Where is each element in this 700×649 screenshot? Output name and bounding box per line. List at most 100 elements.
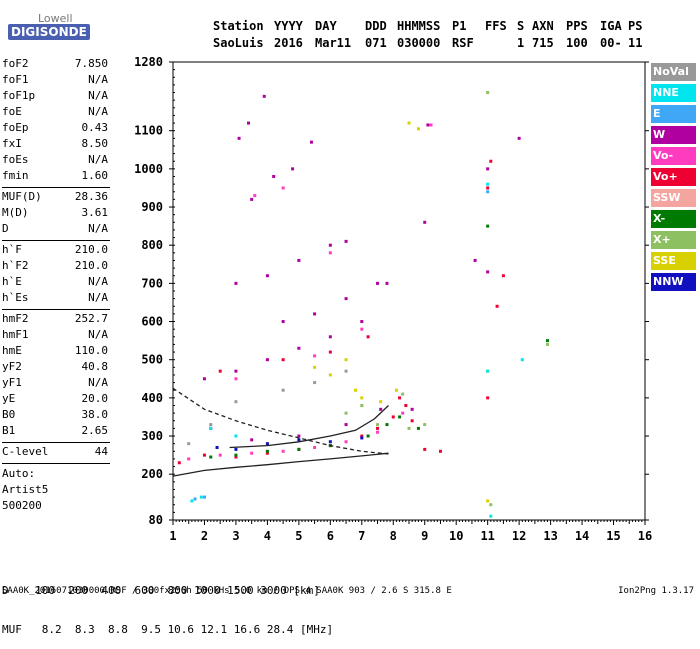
- y-tick-label: 500: [141, 353, 163, 367]
- param-name: B1: [2, 424, 16, 437]
- param-row: hmF2 252.7: [2, 312, 108, 328]
- param-name: fmin: [2, 169, 29, 182]
- legend-item: NoVal: [651, 63, 696, 81]
- param-value: 8.50: [81, 137, 109, 150]
- echo-point: [401, 392, 405, 396]
- y-tick-label: 1100: [134, 124, 163, 138]
- y-tick-label: 200: [141, 467, 163, 481]
- echo-point: [281, 388, 285, 392]
- header-value: SaoLuis: [213, 36, 264, 50]
- echo-point: [360, 320, 364, 324]
- echo-point: [398, 415, 402, 419]
- legend-item: NNW: [651, 273, 696, 291]
- echo-point: [423, 423, 427, 427]
- profile-curves: [172, 387, 389, 477]
- y-tick-label: 600: [141, 315, 163, 329]
- param-row: M(D) 3.61: [2, 206, 108, 222]
- echo-point: [360, 436, 364, 440]
- x-tick-label: 7: [358, 529, 365, 543]
- param-value: N/A: [88, 153, 108, 166]
- y-tick-label: 80: [149, 513, 163, 527]
- header-value: 071: [365, 36, 387, 50]
- echo-point: [545, 339, 549, 343]
- echo-point: [385, 423, 389, 427]
- param-name: hmF2: [2, 312, 29, 325]
- echo-point: [281, 320, 285, 324]
- header-label: AXN: [532, 19, 554, 33]
- param-value: 0.43: [81, 121, 109, 134]
- echo-point: [473, 258, 477, 262]
- param-name: foF1: [2, 73, 29, 86]
- echo-point: [344, 239, 348, 243]
- echo-point: [265, 442, 269, 446]
- echo-point: [297, 346, 301, 350]
- echo-point: [354, 388, 358, 392]
- echo-point: [344, 440, 348, 444]
- echo-point: [215, 445, 219, 449]
- echo-point: [344, 369, 348, 373]
- x-tick-label: 10: [449, 529, 463, 543]
- y-tick-label: 700: [141, 276, 163, 290]
- header-value: 715: [532, 36, 554, 50]
- param-value: 38.0: [81, 408, 109, 421]
- param-separator: [2, 187, 110, 188]
- echo-point: [423, 447, 427, 451]
- param-value: 44: [94, 445, 108, 458]
- echo-point: [297, 438, 301, 442]
- param-value: N/A: [88, 275, 108, 288]
- echo-point: [344, 297, 348, 301]
- echo-point: [545, 342, 549, 346]
- echo-point: [265, 358, 269, 362]
- echo-point: [410, 407, 414, 411]
- series-w-echoes: [202, 94, 521, 442]
- header-value: 1: [517, 36, 525, 50]
- echo-point: [218, 369, 222, 373]
- param-value: N/A: [88, 328, 108, 341]
- param-name: yF2: [2, 360, 22, 373]
- param-name: foF1p: [2, 89, 36, 102]
- param-value: 3.61: [81, 206, 109, 219]
- echo-point: [344, 358, 348, 362]
- param-name: C-level: [2, 445, 49, 458]
- echo-point: [360, 327, 364, 331]
- param-name: B0: [2, 408, 16, 421]
- param-name: h`F: [2, 243, 22, 256]
- param-row: MUF(D) 28.36: [2, 190, 108, 206]
- param-row: yF2 40.8: [2, 360, 108, 376]
- echo-point: [272, 175, 276, 178]
- param-row: yF1 N/A: [2, 376, 108, 392]
- param-name: D: [2, 222, 9, 235]
- series-x-echoes: [344, 91, 549, 507]
- echo-point: [486, 270, 490, 274]
- echo-point: [247, 121, 251, 125]
- echo-point: [190, 499, 194, 503]
- echo-point: [391, 415, 395, 419]
- echo-point: [281, 358, 285, 362]
- legend-item: SSE: [651, 252, 696, 270]
- echo-point: [313, 312, 317, 316]
- echo-point: [177, 461, 181, 465]
- profile-curve: [172, 452, 389, 477]
- series-noval-echoes: [187, 369, 348, 446]
- echo-point: [423, 220, 427, 224]
- legend-item: W: [651, 126, 696, 144]
- param-row: h`F2 210.0: [2, 259, 108, 275]
- ionogram-echoes: [177, 91, 549, 518]
- legend-item: Vo-: [651, 147, 696, 165]
- echo-point: [237, 136, 241, 140]
- x-tick-label: 1: [169, 529, 176, 543]
- param-row: h`Es N/A: [2, 291, 108, 307]
- y-tick-label: 1000: [134, 162, 163, 176]
- echo-point: [281, 449, 285, 453]
- x-tick-label: 4: [264, 529, 271, 543]
- echo-point: [253, 194, 257, 198]
- echo-point: [199, 495, 203, 499]
- echo-point: [328, 373, 332, 377]
- echo-point: [328, 243, 332, 247]
- echo-point: [344, 411, 348, 415]
- echo-point: [501, 274, 505, 278]
- param-row: foEp 0.43: [2, 121, 108, 137]
- header-label: PS: [628, 19, 643, 33]
- header-label: DAY: [315, 19, 337, 33]
- series-e-echoes: [193, 190, 490, 501]
